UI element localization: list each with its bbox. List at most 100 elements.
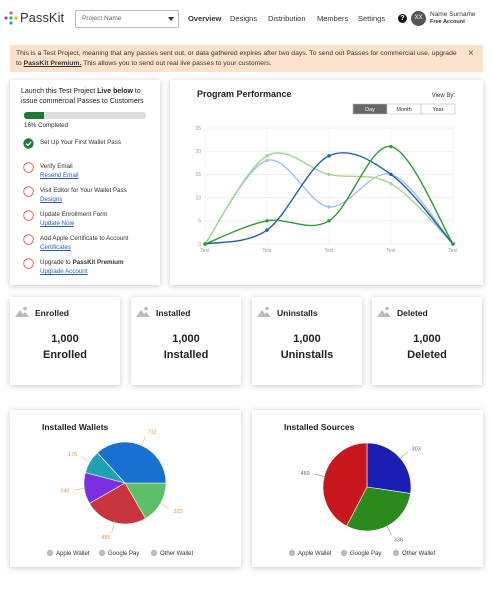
task-link[interactable]: Update Now (40, 220, 75, 227)
slice-label: 303 (412, 446, 421, 452)
slice-label: 176 (68, 452, 77, 458)
series-line (204, 145, 454, 245)
chart-title: Installed Sources (284, 422, 355, 432)
stat-caption: Enrolled (42, 349, 87, 361)
y-tick-label: 5 (198, 219, 201, 225)
icon-sun (385, 306, 389, 311)
progress-label: 16% Completed (24, 122, 69, 129)
task-done-icon (23, 138, 34, 149)
stat-card: Installed 1,000 Installed (131, 297, 241, 385)
user-name: Name Surname (430, 11, 476, 18)
legend-label: Google Pay (350, 551, 381, 557)
view-toggle-label[interactable]: Month (396, 107, 411, 113)
slice-label: 336 (394, 538, 403, 544)
logo: PassKit (20, 10, 65, 25)
stat-value: 1,000 (172, 333, 200, 345)
legend-dot (340, 549, 348, 557)
task: Visit Editor for Your Wallet Pass Designs (20, 186, 160, 208)
chart-title: Program Performance (197, 89, 292, 99)
task-todo-icon (23, 186, 34, 197)
point-marker (327, 205, 331, 209)
task: Set Up Your First Wallet Pass (20, 138, 160, 160)
help-button[interactable]: ? (398, 14, 407, 23)
slice-label: 322 (174, 509, 183, 515)
pie-slice (366, 442, 412, 494)
task-link[interactable]: Upgrade Account (40, 268, 88, 275)
header: PassKit Project Name Overview Designs Di… (0, 0, 493, 40)
launch-intro: Launch this Test Project Live below to i… (21, 87, 156, 107)
point-marker (265, 228, 269, 232)
task-title-bold: PassKit Premium (72, 259, 124, 266)
pie-card: Installed Wallets 322 485 240 176 712 Apple Wa… (10, 410, 241, 567)
todo-circle (23, 210, 34, 221)
task-link[interactable]: Resend Email (40, 172, 79, 179)
banner-close[interactable]: × (468, 48, 474, 59)
check-mark (25, 141, 32, 147)
slice-leader (111, 520, 116, 533)
task-title: Set Up Your First Wallet Pass (40, 139, 121, 146)
user-plan: Free Account (430, 19, 465, 25)
legend-dot (150, 549, 158, 557)
task-title: Upgrade to PassKit Premium (40, 259, 124, 266)
avatar[interactable]: XX (411, 11, 426, 26)
task-title-text: Add Apple Certificate to Account (40, 235, 129, 242)
x-tick-label: Test (448, 248, 458, 254)
banner-text: This is a Test Project, meaning that any… (16, 49, 461, 69)
slice-label: 485 (101, 535, 110, 541)
legend-label: Apple Wallet (56, 551, 90, 557)
legend-dot (46, 549, 54, 557)
select-placeholder: Project Name (82, 15, 122, 22)
legend-dot (288, 549, 296, 557)
y-tick-label: 0 (198, 242, 201, 248)
view-toggle-label[interactable]: Year (432, 107, 443, 113)
project-select[interactable]: Project Name (75, 10, 179, 28)
y-tick-label: 25 (195, 126, 201, 132)
stat-value: 1,000 (293, 333, 321, 345)
nav-link[interactable]: Designs (230, 14, 258, 23)
view-toggle[interactable] (420, 103, 456, 115)
legend-dot (392, 549, 400, 557)
icon-mountain (257, 310, 271, 317)
x-tick-label: Test (386, 248, 396, 254)
view-toggle-label[interactable]: Day (365, 107, 375, 113)
point-marker (389, 144, 393, 149)
stat-caption: Uninstalls (280, 349, 334, 361)
icon-sun (144, 306, 148, 311)
legend-label: Apple Wallet (298, 551, 332, 557)
task-title-text: Verify Email (40, 163, 73, 170)
nav-link[interactable]: Settings (358, 14, 386, 23)
nav-link[interactable]: Members (317, 14, 349, 23)
intro-text: to issue commercial Passes to Customers (21, 88, 144, 105)
pie-chart: Installed Sources 303 336 469 Apple Wallet Go… (284, 422, 435, 557)
stat-card: Enrolled 1,000 Enrolled (10, 297, 120, 385)
point-marker (327, 219, 331, 223)
banner-link[interactable]: PassKit Premium. (23, 60, 82, 67)
stat-icon (136, 306, 150, 317)
y-tick-label: 15 (195, 172, 201, 178)
legend-label: Other Wallet (402, 551, 435, 557)
y-tick-label: 20 (195, 149, 201, 155)
stat-card: Deleted 1,000 Deleted (372, 297, 482, 385)
task-link[interactable]: Certificates (40, 244, 71, 251)
launch-card: Launch this Test Project Live below to i… (10, 80, 160, 285)
slice-leader (158, 502, 170, 509)
view-by-label: View By: (432, 93, 456, 99)
x-tick-label: Test (262, 248, 272, 254)
point-marker (265, 219, 269, 223)
task-todo-icon (23, 234, 34, 245)
slice-leader (74, 487, 87, 490)
todo-circle (23, 186, 34, 197)
nav-link[interactable]: Distribution (268, 14, 306, 23)
stat-caption: Installed (163, 349, 209, 361)
point-marker (203, 242, 207, 246)
task-link[interactable]: Designs (40, 196, 63, 203)
task-title-text: Visit Editor for Your Wallet Pass (40, 187, 127, 194)
task-todo-icon (23, 258, 34, 269)
stat-title: Installed (156, 308, 191, 318)
icon-mountain (15, 310, 29, 317)
nav-link[interactable]: Overview (188, 14, 222, 23)
stat-value: 1,000 (413, 333, 441, 345)
point-marker (265, 154, 269, 158)
slice-leader (385, 524, 392, 536)
